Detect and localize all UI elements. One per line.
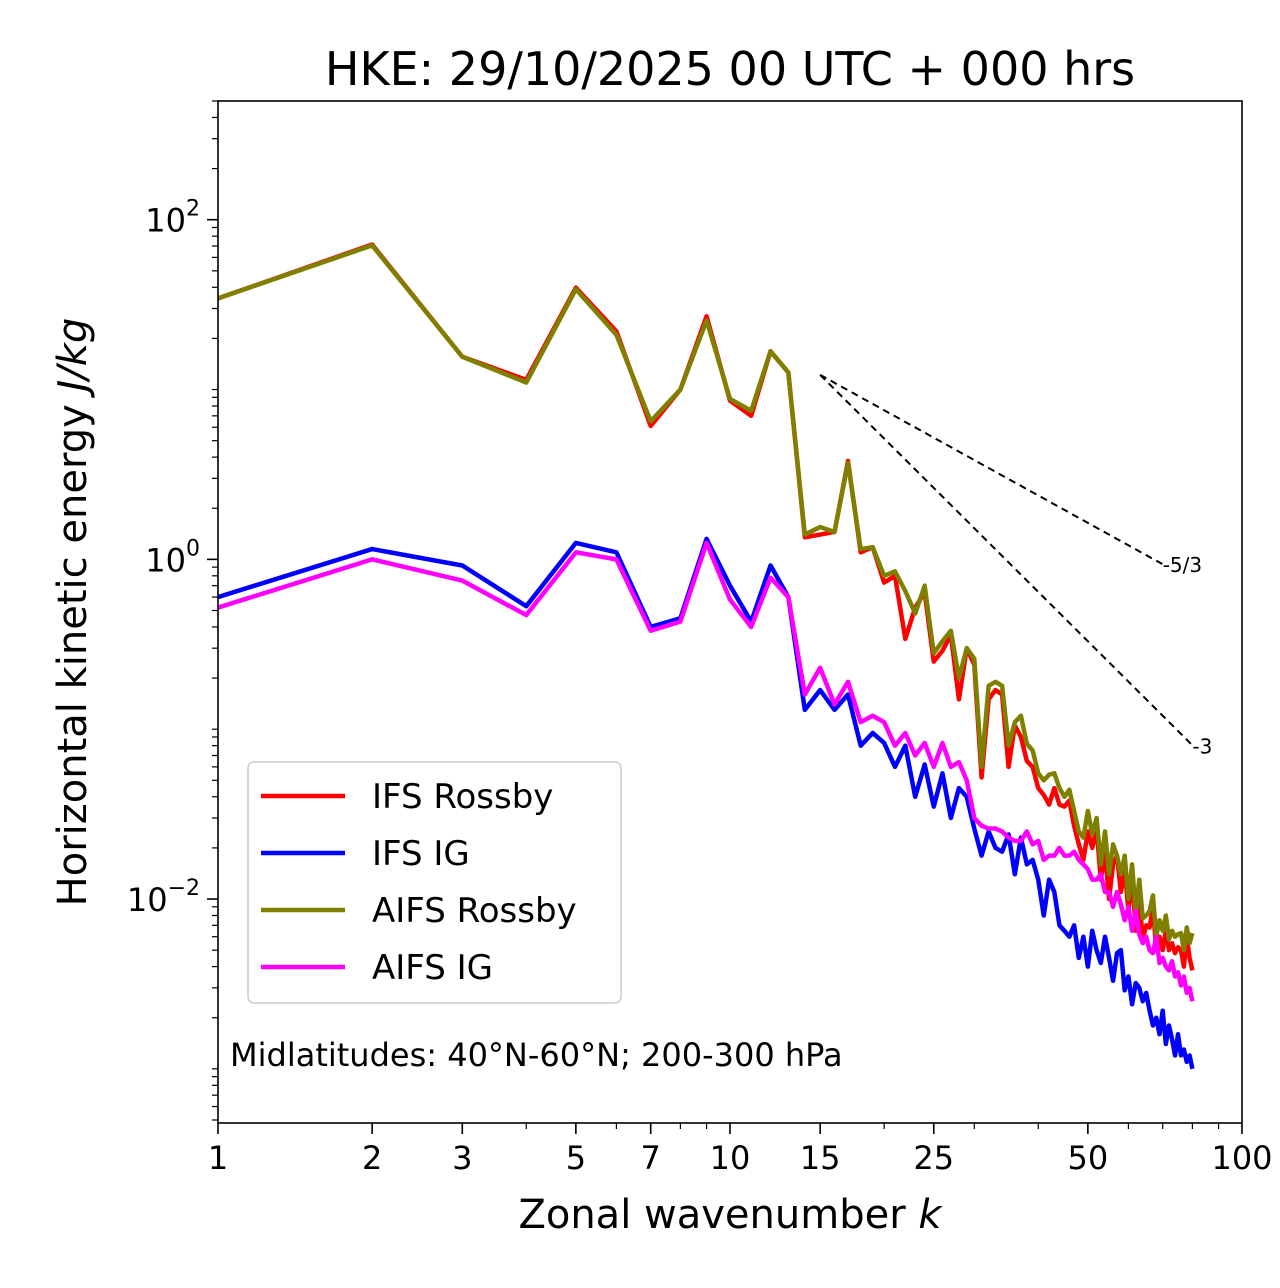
chart-title: HKE: 29/10/2025 00 UTC + 000 hrs <box>325 42 1135 96</box>
x-tick-label: 50 <box>1068 1139 1109 1177</box>
series-line-ifs-ig <box>218 536 1195 1070</box>
reference-slope-label: -5/3 <box>1163 553 1202 577</box>
x-tick-label: 15 <box>800 1139 841 1177</box>
x-axis-label-text: Zonal wavenumber <box>518 1192 906 1238</box>
y-tick-base: 10 <box>127 881 168 919</box>
x-axis-variable: k <box>918 1192 943 1238</box>
y-tick-base: 10 <box>145 202 186 240</box>
x-tick-label: 1 <box>208 1139 228 1177</box>
y-tick-base: 10 <box>145 541 186 579</box>
plot-frame <box>217 100 1243 1124</box>
series-line-aifs-ig <box>218 540 1195 1002</box>
legend-label: AIFS IG <box>372 948 493 988</box>
legend-label: IFS Rossby <box>372 777 553 817</box>
y-axis-label-text: Horizontal kinetic energy <box>50 404 96 906</box>
y-tick-label: 100 <box>145 536 200 579</box>
reference-slope-line <box>819 374 1194 746</box>
legend-box <box>247 761 622 1004</box>
x-tick-label: 3 <box>452 1139 472 1177</box>
x-tick-label: 2 <box>362 1139 382 1177</box>
y-tick-exponent: 2 <box>186 197 200 222</box>
x-tick-label: 7 <box>641 1139 661 1177</box>
major-ticks <box>207 218 1243 1134</box>
legend: IFS Rossby IFS IG AIFS Rossby AIFS IG <box>247 761 622 1004</box>
y-axis-units: J/kg <box>50 318 96 399</box>
legend-label: IFS IG <box>372 834 470 874</box>
series-lines <box>218 242 1195 1070</box>
x-tick-label: 5 <box>566 1139 586 1177</box>
reference-slope-lines: -5/3 -3 <box>819 373 1212 758</box>
x-tick-label: 10 <box>710 1139 751 1177</box>
x-tick-labels: 1 2 3 5 7 10 15 25 50 100 <box>208 1139 1273 1177</box>
legend-entries: IFS Rossby IFS IG AIFS Rossby AIFS IG <box>261 777 577 988</box>
reference-slope-line <box>819 373 1164 566</box>
reference-slope-label: -3 <box>1192 734 1212 758</box>
x-tick-label: 25 <box>913 1139 954 1177</box>
y-tick-exponent: −2 <box>168 876 200 901</box>
y-axis-label: Horizontal kinetic energy J/kg <box>50 318 96 907</box>
region-annotation: Midlatitudes: 40°N-60°N; 200-300 hPa <box>230 1036 843 1074</box>
x-axis-label: Zonal wavenumber k <box>518 1192 943 1238</box>
y-tick-label: 10−2 <box>127 876 200 919</box>
series-line-aifs-rossby <box>218 243 1195 953</box>
y-tick-label: 102 <box>145 197 200 240</box>
y-tick-exponent: 0 <box>186 536 200 561</box>
x-tick-label: 100 <box>1211 1139 1272 1177</box>
legend-label: AIFS Rossby <box>372 891 577 931</box>
